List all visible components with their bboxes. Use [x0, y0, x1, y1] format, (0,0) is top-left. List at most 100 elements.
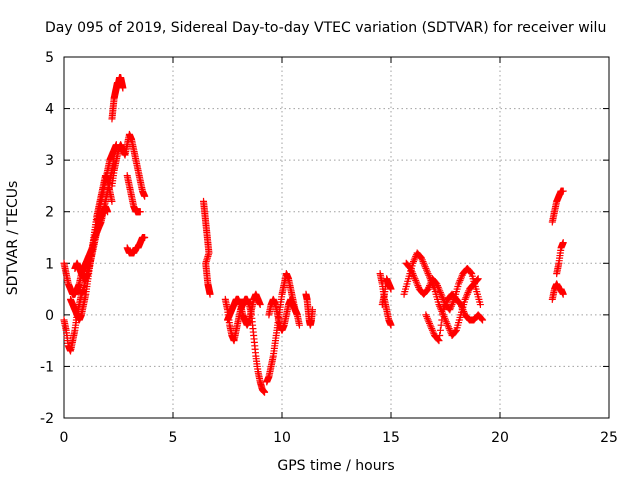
- data-point: [436, 287, 444, 295]
- data-point: [559, 187, 567, 195]
- data-point: [457, 273, 465, 281]
- data-point: [444, 321, 452, 329]
- data-point: [418, 256, 426, 264]
- y-tick-label: 2: [45, 205, 54, 221]
- data-point: [408, 268, 416, 276]
- axis-ticks: 0 5 10 15 20 25 -2 -1 0 1 2 3 4 5: [40, 50, 618, 446]
- data-point: [136, 208, 144, 216]
- data-point: [457, 302, 465, 310]
- series-arc16: [378, 275, 395, 309]
- data-point: [419, 258, 427, 266]
- y-tick-label: 3: [45, 153, 54, 169]
- series-arc8: [123, 234, 149, 257]
- data-point: [425, 271, 433, 279]
- data-point: [439, 294, 447, 302]
- data-point: [426, 280, 434, 288]
- data-point: [477, 314, 485, 322]
- y-axis-label: SDTVAR / TECUs: [5, 181, 21, 296]
- data-point: [387, 285, 395, 293]
- data-point: [424, 285, 432, 293]
- data-point: [108, 197, 116, 205]
- data-point: [434, 283, 442, 291]
- data-point: [435, 301, 443, 309]
- data-point: [457, 275, 465, 283]
- data-point: [141, 234, 149, 241]
- y-tick-label: 1: [45, 256, 54, 272]
- data-point: [440, 304, 448, 312]
- data-point: [104, 208, 112, 216]
- series-arc19: [422, 290, 487, 345]
- data-point: [423, 314, 431, 322]
- data-point: [411, 254, 419, 262]
- series-arc22: [553, 239, 567, 278]
- data-point: [458, 304, 466, 312]
- data-point: [413, 280, 421, 288]
- data-point: [439, 311, 447, 319]
- data-point: [438, 292, 446, 300]
- data-point: [420, 259, 428, 267]
- data-point: [407, 266, 415, 274]
- data-point: [434, 336, 442, 344]
- series-arc20: [548, 187, 567, 226]
- data-point: [467, 269, 475, 277]
- data-point: [434, 282, 442, 290]
- data-point: [411, 275, 419, 283]
- data-point: [460, 307, 468, 315]
- data-point: [446, 306, 454, 314]
- data-point: [452, 327, 460, 335]
- data-point: [463, 292, 471, 300]
- data-point: [479, 316, 487, 324]
- y-tick-label: 4: [45, 102, 54, 118]
- data-point: [456, 276, 464, 284]
- data-point: [449, 299, 457, 307]
- data-point: [457, 301, 465, 309]
- data-point: [464, 289, 472, 297]
- data-point: [442, 299, 450, 307]
- data-point: [410, 258, 418, 266]
- data-point: [425, 318, 433, 326]
- data-point: [466, 268, 474, 276]
- data-point: [309, 306, 317, 314]
- data-point: [447, 304, 455, 312]
- data-point: [409, 259, 417, 267]
- series-arc14: [302, 290, 317, 329]
- data-point: [459, 306, 467, 314]
- data-point: [407, 264, 415, 272]
- x-tick-label: 25: [600, 430, 618, 446]
- data-point: [418, 254, 426, 262]
- chart-title: Day 095 of 2019, Sidereal Day-to-day VTE…: [45, 20, 606, 36]
- data-point: [423, 268, 431, 276]
- data-point: [387, 321, 395, 329]
- data-point: [426, 282, 434, 290]
- data-point: [559, 290, 567, 298]
- data-point: [410, 271, 418, 279]
- data-point: [424, 316, 432, 324]
- y-tick-label: -2: [40, 411, 54, 427]
- data-point: [427, 323, 435, 331]
- data-points: [60, 74, 567, 396]
- data-point: [256, 301, 264, 309]
- data-point: [426, 321, 434, 329]
- data-point: [428, 325, 436, 333]
- series-arc12: [263, 270, 303, 386]
- data-point: [437, 321, 445, 329]
- data-point: [422, 311, 430, 319]
- data-point: [421, 263, 429, 271]
- series-arc13: [265, 295, 301, 334]
- data-point: [448, 301, 456, 309]
- series-arc6: [108, 130, 149, 200]
- data-point: [442, 318, 450, 326]
- data-point: [439, 306, 447, 314]
- data-point: [435, 285, 443, 293]
- data-point: [445, 325, 453, 333]
- data-point: [295, 321, 303, 329]
- data-point: [410, 256, 418, 264]
- x-axis-label: GPS time / hours: [277, 458, 394, 474]
- data-point: [433, 280, 441, 288]
- data-point: [559, 239, 567, 247]
- data-point: [438, 316, 446, 324]
- data-point: [410, 273, 418, 281]
- data-point: [446, 326, 454, 334]
- x-tick-label: 0: [60, 430, 69, 446]
